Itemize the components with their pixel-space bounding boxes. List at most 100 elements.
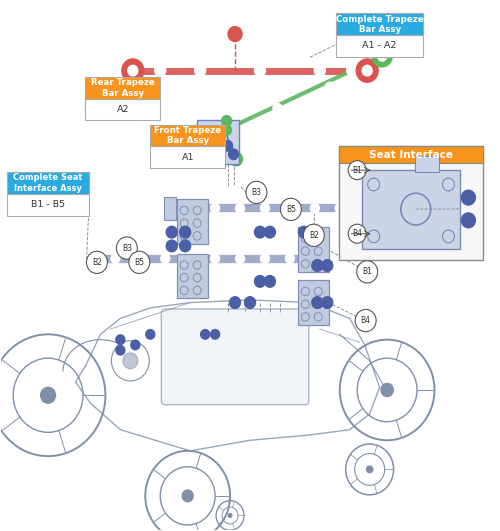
Circle shape xyxy=(286,254,294,263)
Circle shape xyxy=(136,254,145,263)
Circle shape xyxy=(314,65,326,76)
FancyBboxPatch shape xyxy=(336,35,424,57)
Circle shape xyxy=(180,240,190,252)
Circle shape xyxy=(230,152,242,166)
FancyBboxPatch shape xyxy=(176,199,208,244)
Circle shape xyxy=(462,190,475,205)
Circle shape xyxy=(111,254,120,263)
Circle shape xyxy=(312,260,323,271)
Circle shape xyxy=(346,65,358,76)
Circle shape xyxy=(348,161,366,179)
Circle shape xyxy=(244,297,256,309)
Circle shape xyxy=(310,203,320,213)
FancyBboxPatch shape xyxy=(150,125,225,147)
Text: B5: B5 xyxy=(134,258,144,267)
Circle shape xyxy=(356,261,378,283)
FancyBboxPatch shape xyxy=(161,309,309,405)
Circle shape xyxy=(116,346,125,355)
Circle shape xyxy=(122,59,144,82)
FancyBboxPatch shape xyxy=(7,194,89,216)
Circle shape xyxy=(322,297,333,309)
Circle shape xyxy=(180,226,190,238)
Text: Complete Trapeze
Bar Assy: Complete Trapeze Bar Assy xyxy=(336,14,424,34)
Circle shape xyxy=(194,65,205,76)
Circle shape xyxy=(129,251,150,273)
Circle shape xyxy=(286,203,294,213)
Circle shape xyxy=(218,119,236,139)
Circle shape xyxy=(222,141,232,151)
Circle shape xyxy=(116,237,138,259)
FancyBboxPatch shape xyxy=(7,172,89,194)
Circle shape xyxy=(462,213,475,228)
Circle shape xyxy=(254,276,266,287)
Circle shape xyxy=(210,203,220,213)
FancyBboxPatch shape xyxy=(336,13,424,35)
Circle shape xyxy=(246,181,267,203)
Text: B4: B4 xyxy=(352,229,362,238)
Circle shape xyxy=(372,46,392,67)
Circle shape xyxy=(280,198,301,220)
Circle shape xyxy=(254,65,266,76)
Circle shape xyxy=(166,240,177,252)
Circle shape xyxy=(182,490,193,502)
Text: A1 - A2: A1 - A2 xyxy=(362,41,397,50)
FancyBboxPatch shape xyxy=(374,196,386,220)
Circle shape xyxy=(236,203,244,213)
Text: B3: B3 xyxy=(122,244,132,253)
Text: A1: A1 xyxy=(182,153,194,162)
Text: Seat Interface: Seat Interface xyxy=(369,150,453,160)
Circle shape xyxy=(228,27,242,41)
Circle shape xyxy=(260,254,270,263)
FancyBboxPatch shape xyxy=(339,147,484,164)
Circle shape xyxy=(146,330,155,339)
Text: B2: B2 xyxy=(92,258,102,267)
Circle shape xyxy=(260,203,270,213)
FancyBboxPatch shape xyxy=(298,280,329,325)
Text: B2: B2 xyxy=(309,231,319,240)
Circle shape xyxy=(300,254,310,263)
FancyBboxPatch shape xyxy=(298,227,329,272)
Text: B1: B1 xyxy=(362,267,372,276)
Circle shape xyxy=(160,254,170,263)
Circle shape xyxy=(356,59,378,82)
FancyBboxPatch shape xyxy=(416,156,438,172)
Circle shape xyxy=(362,65,372,76)
Circle shape xyxy=(366,466,373,473)
Circle shape xyxy=(228,513,232,517)
Circle shape xyxy=(254,226,266,238)
FancyBboxPatch shape xyxy=(196,120,238,164)
FancyBboxPatch shape xyxy=(339,147,484,260)
Circle shape xyxy=(236,254,244,263)
Circle shape xyxy=(304,224,324,246)
Text: B4: B4 xyxy=(360,316,370,325)
Circle shape xyxy=(381,383,394,397)
Circle shape xyxy=(155,65,166,76)
Circle shape xyxy=(40,387,56,403)
Circle shape xyxy=(355,310,376,332)
Circle shape xyxy=(222,125,232,135)
Circle shape xyxy=(86,251,108,273)
Circle shape xyxy=(128,65,138,76)
Text: B5: B5 xyxy=(286,205,296,214)
Text: Complete Seat
Interface Assy: Complete Seat Interface Assy xyxy=(14,174,83,193)
Text: Front Trapeze
Bar Assy: Front Trapeze Bar Assy xyxy=(154,126,221,145)
Circle shape xyxy=(348,224,366,243)
Circle shape xyxy=(322,260,333,271)
FancyBboxPatch shape xyxy=(86,77,160,99)
Circle shape xyxy=(210,330,220,339)
Circle shape xyxy=(200,330,209,339)
FancyBboxPatch shape xyxy=(362,169,460,249)
Circle shape xyxy=(378,52,386,61)
Circle shape xyxy=(312,297,323,309)
Circle shape xyxy=(186,203,194,213)
Text: B1 - B5: B1 - B5 xyxy=(31,200,65,209)
Circle shape xyxy=(360,203,369,213)
Circle shape xyxy=(166,226,177,238)
FancyBboxPatch shape xyxy=(176,254,208,298)
Circle shape xyxy=(116,335,125,345)
Circle shape xyxy=(326,82,334,92)
Circle shape xyxy=(273,104,282,113)
Text: B1: B1 xyxy=(352,166,362,175)
Circle shape xyxy=(224,125,232,133)
FancyBboxPatch shape xyxy=(164,196,176,220)
